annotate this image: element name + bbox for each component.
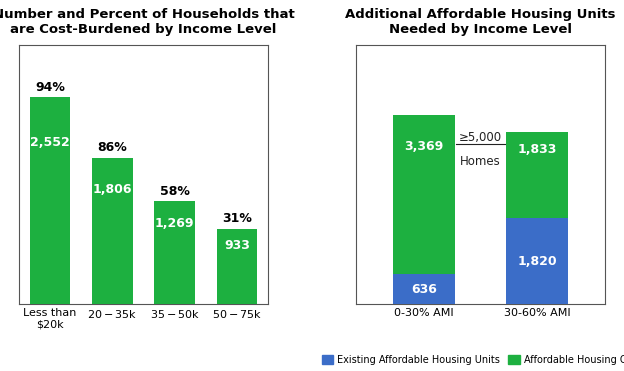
Legend: Existing Affordable Housing Units, Affordable Housing Gap: Existing Affordable Housing Units, Affor… — [318, 351, 624, 368]
Text: 1,833: 1,833 — [517, 142, 557, 155]
Text: 2,552: 2,552 — [30, 136, 70, 149]
Bar — [217, 229, 257, 304]
Title: Additional Affordable Housing Units
Needed by Income Level: Additional Affordable Housing Units Need… — [345, 9, 616, 36]
Text: ≥5,000: ≥5,000 — [459, 131, 502, 144]
Bar — [154, 201, 195, 304]
Text: 1,806: 1,806 — [92, 183, 132, 196]
Text: 3,369: 3,369 — [404, 141, 444, 154]
Text: 1,820: 1,820 — [517, 255, 557, 268]
Bar — [506, 132, 568, 218]
Text: 86%: 86% — [97, 141, 127, 154]
Bar — [29, 97, 70, 304]
Bar — [506, 218, 568, 304]
Text: 94%: 94% — [35, 81, 65, 94]
Text: 31%: 31% — [222, 212, 252, 225]
Bar — [92, 158, 132, 304]
Text: 58%: 58% — [160, 185, 190, 198]
Text: 1,269: 1,269 — [155, 217, 195, 230]
Text: 636: 636 — [411, 283, 437, 296]
Bar — [392, 274, 455, 304]
Title: Number and Percent of Households that
are Cost-Burdened by Income Level: Number and Percent of Households that ar… — [0, 9, 295, 36]
Bar — [392, 115, 455, 274]
Text: Homes: Homes — [460, 155, 501, 168]
Text: 933: 933 — [224, 239, 250, 252]
